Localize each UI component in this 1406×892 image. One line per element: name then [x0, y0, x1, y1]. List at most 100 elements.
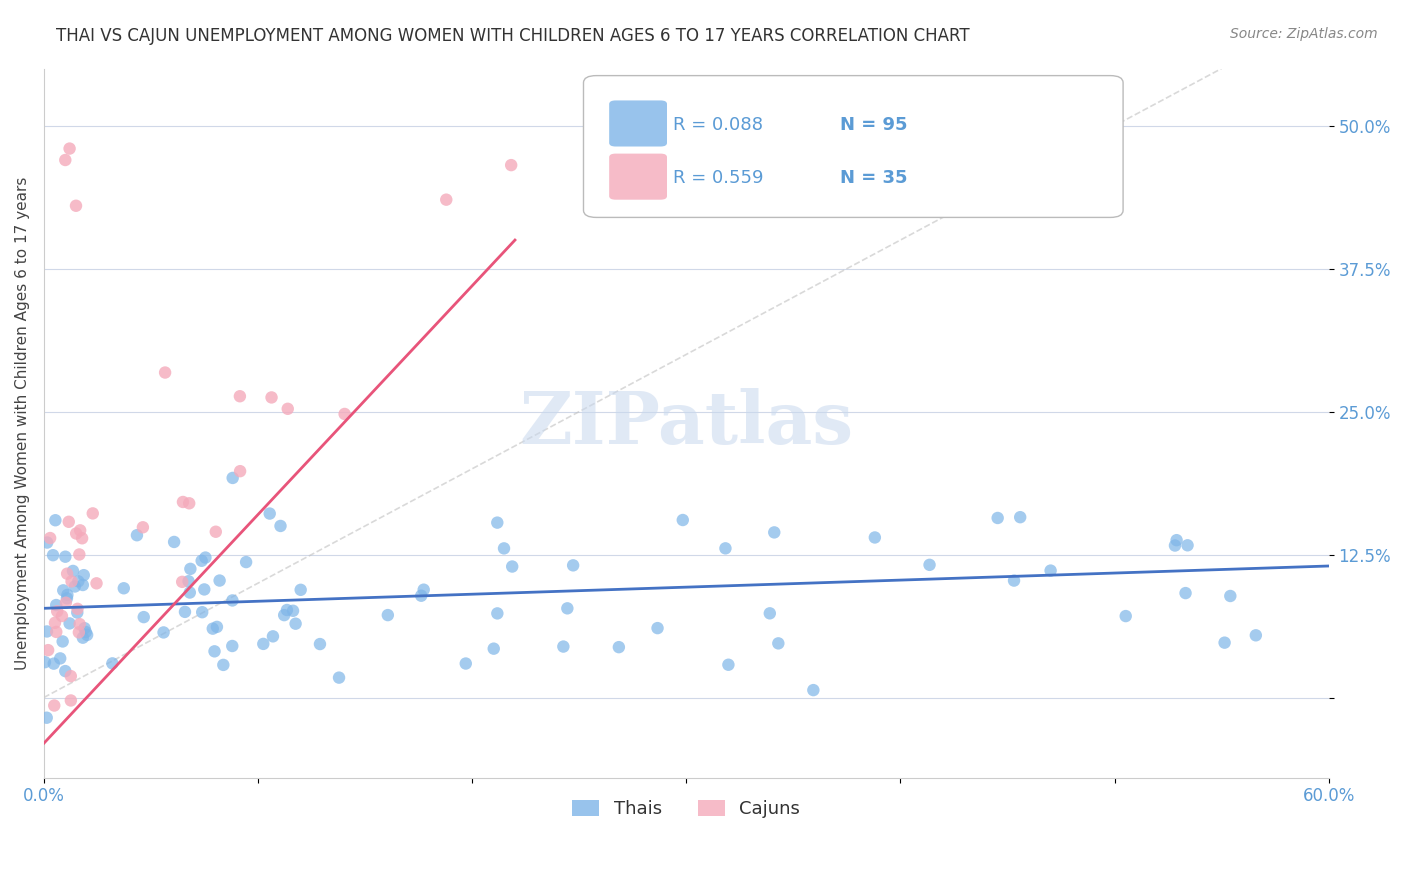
Thais — [179, 562, 201, 576]
Cajuns — [179, 496, 201, 510]
Thais — [377, 608, 399, 623]
Thais — [67, 574, 90, 589]
Cajuns — [434, 193, 457, 207]
Thais — [221, 593, 243, 607]
Thais — [35, 624, 58, 639]
Cajuns — [204, 524, 226, 539]
Thais — [53, 549, 76, 564]
Thais — [190, 554, 212, 568]
FancyBboxPatch shape — [609, 153, 666, 200]
Cajuns — [86, 576, 108, 591]
Cajuns — [53, 153, 76, 167]
Legend: Thais, Cajuns: Thais, Cajuns — [565, 793, 807, 825]
Thais — [1039, 564, 1062, 578]
Thais — [42, 548, 65, 562]
Cajuns — [65, 199, 87, 213]
Thais — [204, 644, 226, 658]
Cajuns — [172, 495, 194, 509]
Thais — [284, 616, 307, 631]
Thais — [72, 631, 94, 645]
Thais — [212, 657, 235, 672]
Text: ZIPatlas: ZIPatlas — [519, 387, 853, 458]
Thais — [714, 541, 737, 556]
Thais — [208, 574, 231, 588]
Cajuns — [59, 669, 82, 683]
Text: R = 0.559: R = 0.559 — [673, 169, 763, 187]
Thais — [52, 583, 75, 598]
Thais — [56, 591, 79, 606]
Cajuns — [39, 531, 62, 545]
Thais — [412, 582, 434, 597]
Text: R = 0.088: R = 0.088 — [673, 116, 763, 134]
Cajuns — [132, 520, 155, 534]
FancyBboxPatch shape — [609, 101, 666, 146]
Thais — [1213, 635, 1236, 649]
Thais — [62, 564, 84, 578]
Thais — [768, 636, 790, 650]
Cajuns — [67, 548, 90, 562]
Cajuns — [55, 596, 77, 610]
Cajuns — [56, 566, 79, 581]
Cajuns — [66, 602, 89, 616]
Cajuns — [69, 524, 91, 538]
Cajuns — [45, 624, 67, 639]
Cajuns — [333, 407, 356, 421]
Cajuns — [58, 515, 80, 529]
Thais — [1115, 609, 1137, 624]
Cajuns — [60, 574, 83, 589]
Cajuns — [37, 643, 59, 657]
Thais — [557, 601, 579, 615]
Thais — [672, 513, 695, 527]
Thais — [125, 528, 148, 542]
Thais — [607, 640, 630, 655]
Thais — [72, 578, 94, 592]
Cajuns — [59, 693, 82, 707]
Thais — [179, 585, 201, 599]
Cajuns — [277, 401, 299, 416]
Thais — [328, 671, 350, 685]
Thais — [411, 589, 433, 603]
Thais — [73, 568, 96, 582]
Text: Source: ZipAtlas.com: Source: ZipAtlas.com — [1230, 27, 1378, 41]
Thais — [174, 605, 197, 619]
Thais — [259, 507, 281, 521]
Thais — [53, 664, 76, 678]
Thais — [49, 651, 72, 665]
Thais — [486, 607, 509, 621]
Thais — [101, 657, 124, 671]
Cajuns — [46, 604, 69, 618]
Thais — [112, 581, 135, 595]
Cajuns — [51, 609, 73, 624]
Cajuns — [58, 142, 80, 156]
Thais — [759, 607, 782, 621]
Thais — [37, 535, 59, 549]
Thais — [75, 625, 97, 640]
Cajuns — [44, 698, 66, 713]
Thais — [191, 605, 214, 619]
Thais — [193, 582, 215, 597]
Cajuns — [67, 625, 90, 640]
Thais — [918, 558, 941, 572]
Text: THAI VS CAJUN UNEMPLOYMENT AMONG WOMEN WITH CHILDREN AGES 6 TO 17 YEARS CORRELAT: THAI VS CAJUN UNEMPLOYMENT AMONG WOMEN W… — [56, 27, 970, 45]
Thais — [801, 683, 824, 698]
Thais — [221, 471, 243, 485]
Thais — [56, 588, 79, 602]
Thais — [262, 629, 284, 643]
Thais — [1164, 539, 1187, 553]
Thais — [235, 555, 257, 569]
Thais — [290, 582, 312, 597]
Thais — [553, 640, 575, 654]
Thais — [45, 598, 67, 612]
Thais — [1174, 586, 1197, 600]
Cajuns — [172, 574, 194, 589]
Thais — [63, 580, 86, 594]
Thais — [252, 637, 274, 651]
Cajuns — [153, 366, 176, 380]
Thais — [205, 620, 228, 634]
Thais — [1002, 574, 1025, 588]
Thais — [492, 541, 515, 556]
Thais — [486, 516, 509, 530]
Thais — [281, 604, 304, 618]
Thais — [763, 525, 786, 540]
Cajuns — [501, 158, 523, 172]
